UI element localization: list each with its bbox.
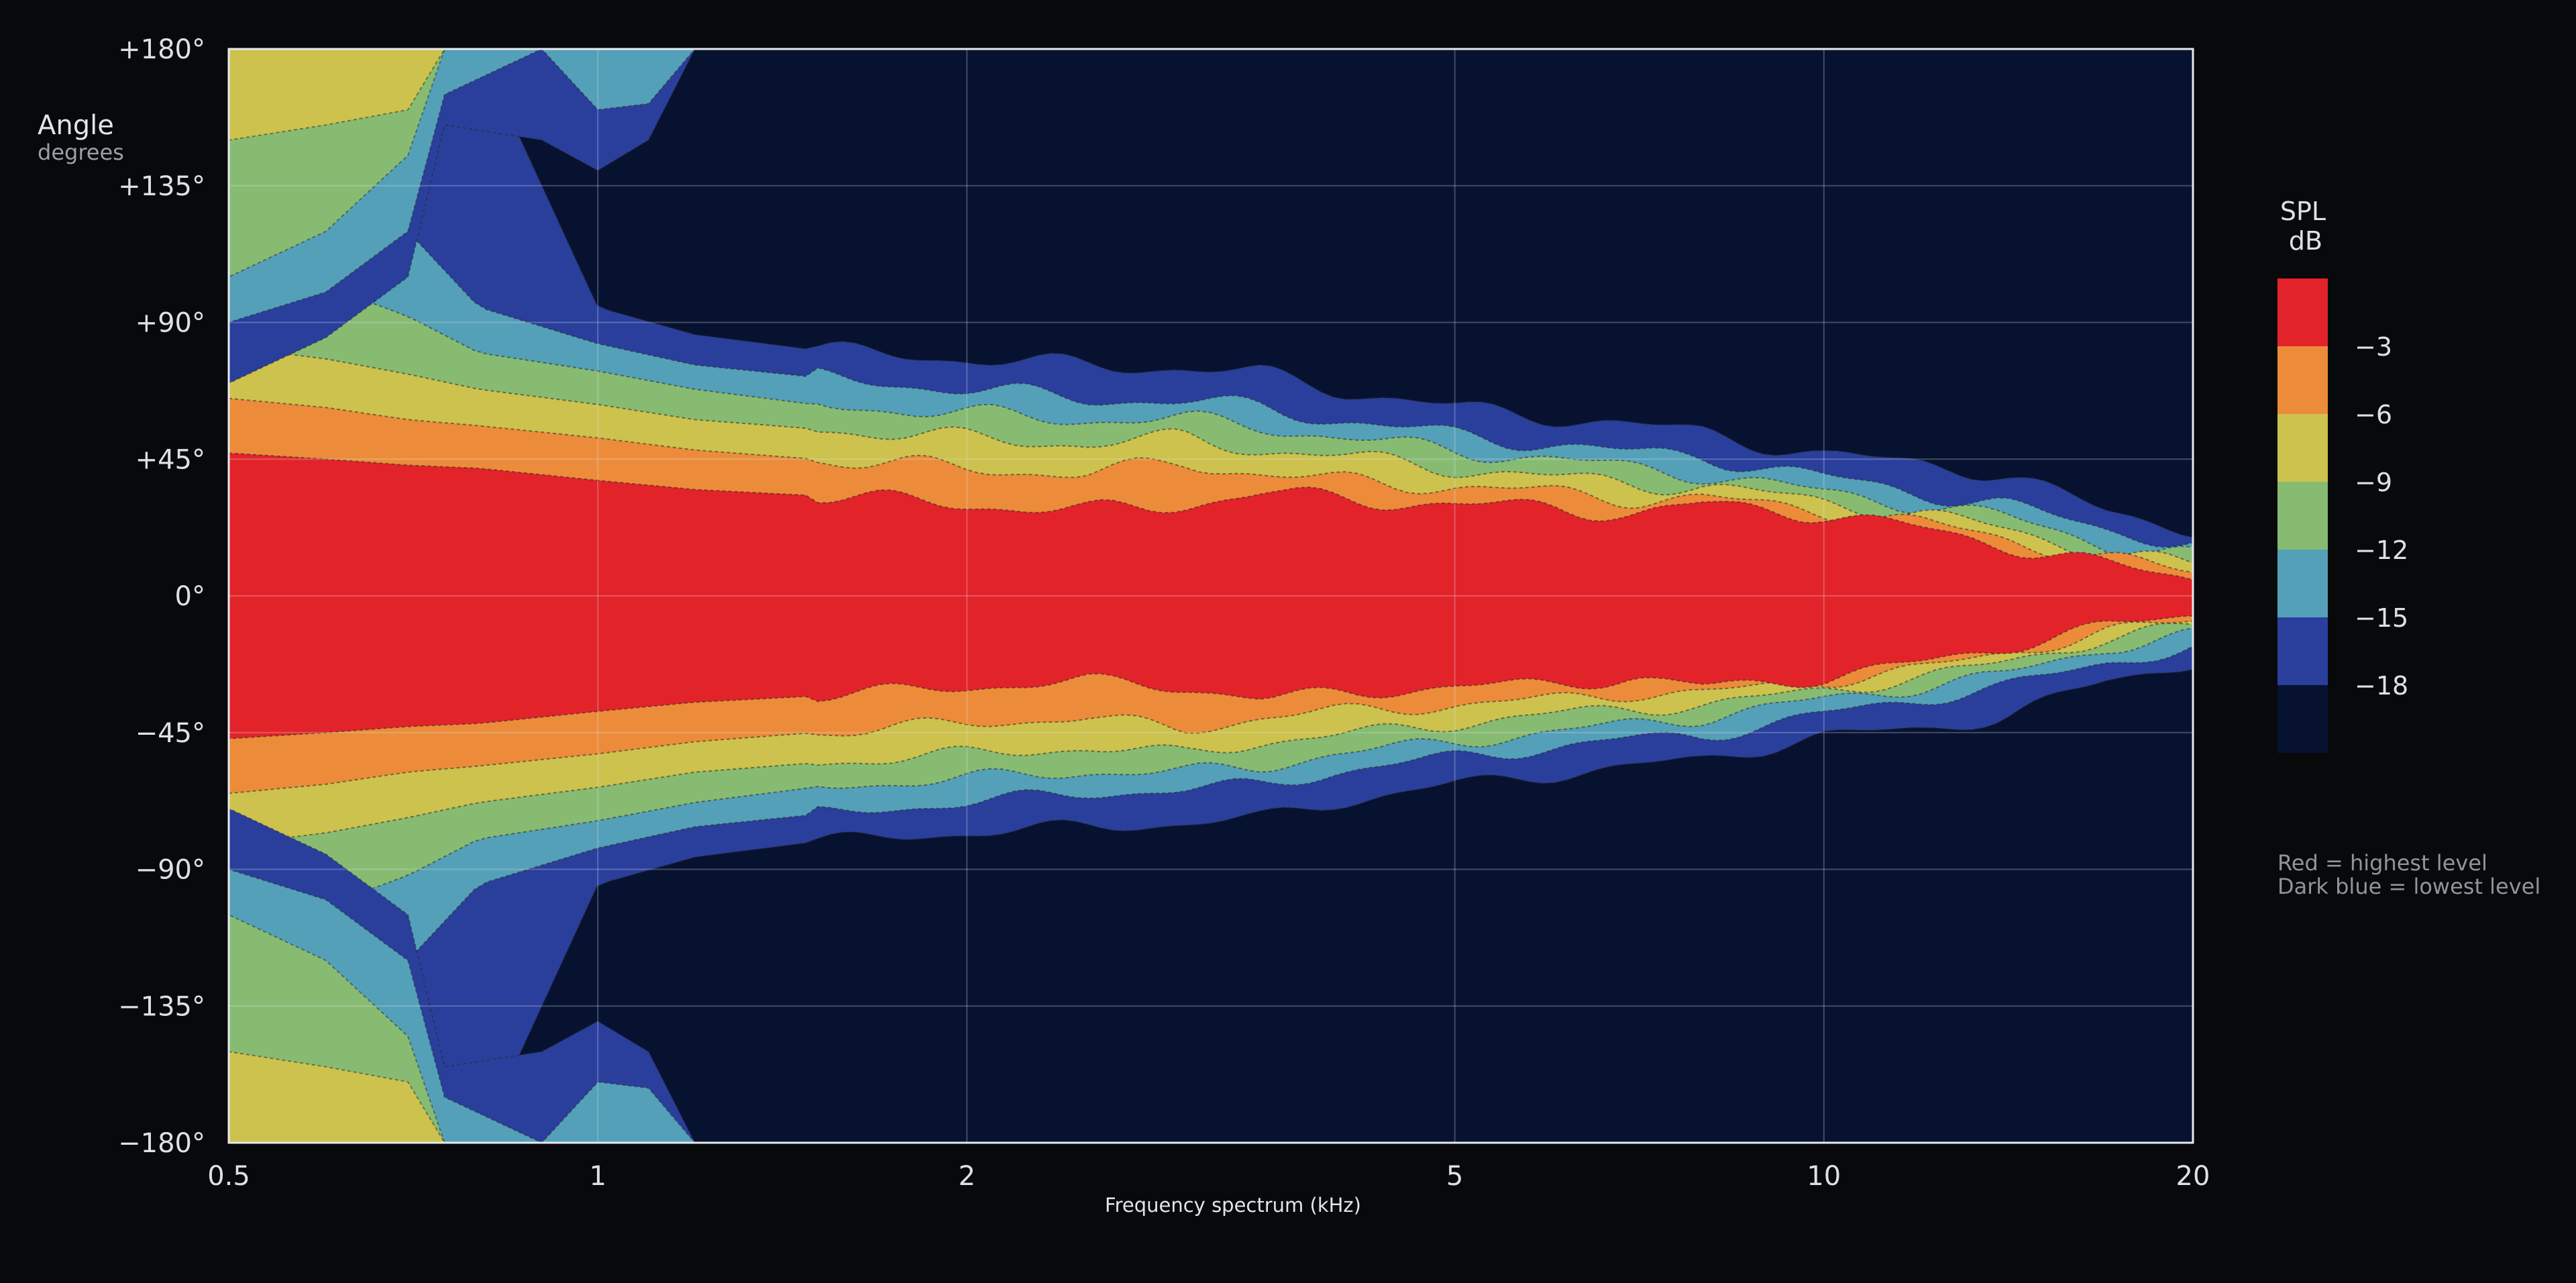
colorbar-swatch — [2277, 685, 2328, 753]
y-tick-label: +180° — [118, 34, 205, 65]
y-tick-label: +135° — [118, 171, 205, 202]
colorbar-swatch — [2277, 617, 2328, 685]
colorbar-tick-label: −9 — [2355, 468, 2392, 497]
x-tick-label: 20 — [2176, 1161, 2210, 1192]
colorbar-tick-label: −6 — [2355, 400, 2392, 429]
y-axis-ticks: +180° +135° +90° +45° 0° −45° −90° −135° −180° — [118, 34, 205, 1159]
colorbar-tick-label: −12 — [2355, 535, 2408, 565]
y-axis-title: Angle — [38, 110, 114, 141]
colorbar-title: SPL — [2280, 197, 2326, 226]
colorbar-swatch — [2277, 414, 2328, 482]
x-tick-label: 2 — [959, 1161, 975, 1192]
plot-frame — [227, 48, 2194, 1144]
x-axis-title: Frequency spectrum (kHz) — [1105, 1194, 1361, 1217]
y-tick-label: 0° — [175, 581, 205, 612]
rear-lobe-minus9-bottom — [229, 1051, 695, 1143]
contour-layers — [229, 49, 2193, 1143]
x-tick-label: 10 — [1807, 1161, 1841, 1192]
colorbar-swatch — [2277, 550, 2328, 617]
colorbar-swatches — [2277, 278, 2328, 753]
colorbar-tick-label: −15 — [2355, 603, 2408, 633]
x-tick-label: 1 — [589, 1161, 606, 1192]
y-tick-label: +45° — [136, 444, 205, 475]
colorbar-tick-label: −18 — [2355, 671, 2408, 701]
y-tick-label: +90° — [136, 308, 205, 339]
y-tick-label: −45° — [136, 718, 205, 749]
colorbar-swatch — [2277, 346, 2328, 414]
legend-note-low: Dark blue = lowest level — [2277, 874, 2540, 899]
x-tick-label: 0.5 — [207, 1161, 250, 1192]
grid-lines — [229, 49, 2193, 1143]
x-tick-label: 5 — [1446, 1161, 1463, 1192]
y-tick-label: −90° — [136, 855, 205, 886]
y-axis-unit: degrees — [38, 140, 124, 165]
colorbar-swatch — [2277, 482, 2328, 550]
plot-area — [227, 48, 2194, 1144]
legend-note-high: Red = highest level — [2277, 850, 2487, 876]
colorbar: SPL dB −3 −6 −9 −12 −15 −18 — [2277, 197, 2408, 753]
y-tick-label: −135° — [118, 991, 205, 1022]
y-tick-label: −180° — [118, 1128, 205, 1159]
colorbar-tick-label: −3 — [2355, 332, 2392, 362]
colorbar-swatch — [2277, 278, 2328, 346]
rear-lobe-minus9-top — [229, 49, 695, 141]
x-axis-ticks: 0.5 1 2 5 10 20 — [207, 1161, 2210, 1192]
colorbar-unit: dB — [2289, 226, 2322, 256]
colorbar-labels: −3 −6 −9 −12 −15 −18 — [2355, 332, 2408, 701]
contour-level-minus3-db — [229, 452, 2193, 739]
